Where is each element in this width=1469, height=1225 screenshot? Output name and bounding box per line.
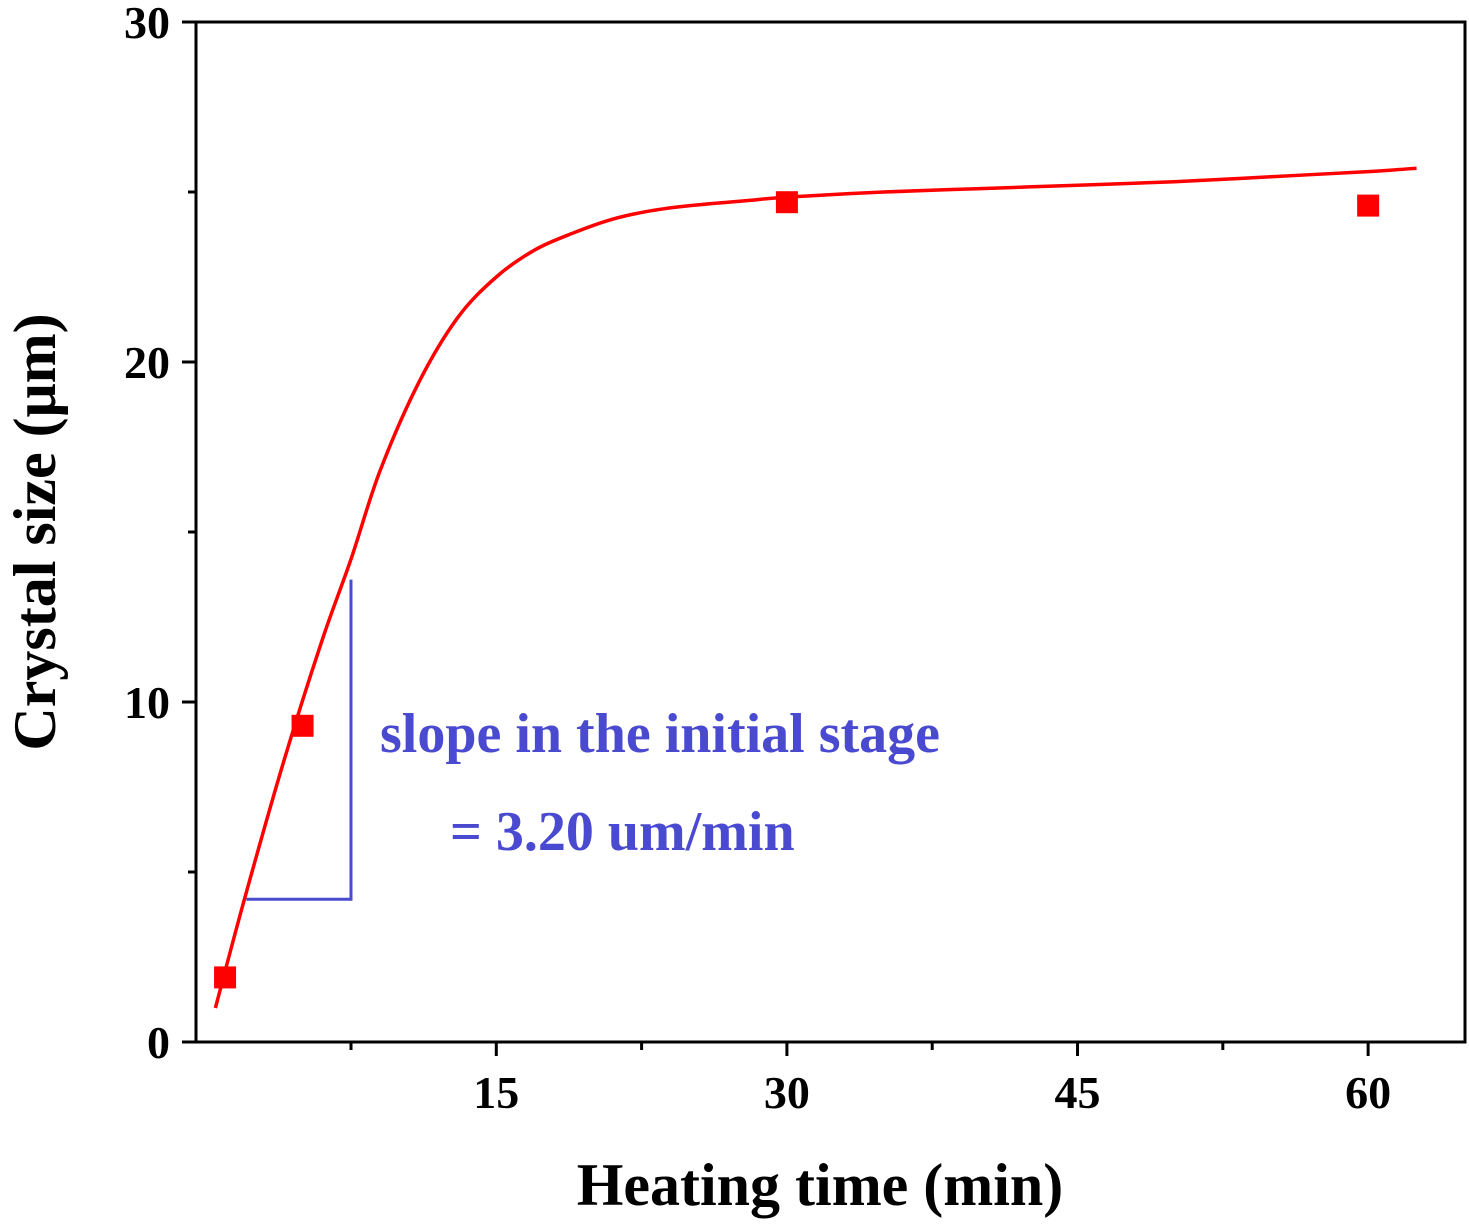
y-tick-label: 0 xyxy=(147,1017,170,1068)
data-point xyxy=(291,714,314,737)
x-tick-label: 15 xyxy=(473,1067,519,1118)
annotation-slope-line2: = 3.20 um/min xyxy=(450,801,795,863)
x-axis-title: Heating time (min) xyxy=(577,1152,1064,1218)
data-point xyxy=(775,191,798,214)
annotation-slope-line1: slope in the initial stage xyxy=(380,703,940,765)
fit-curve-group xyxy=(213,166,1417,1009)
x-tick-label: 60 xyxy=(1345,1067,1391,1118)
y-axis-title: Crystal size (μm) xyxy=(2,313,68,750)
data-point xyxy=(1357,194,1380,217)
axis-tick-labels: 15 30 45 60 0 10 20 30 xyxy=(124,0,1391,1118)
x-tick-label: 30 xyxy=(764,1067,810,1118)
axis-ticks xyxy=(182,20,1370,1056)
slope-triangle-lines xyxy=(246,579,353,901)
y-tick-label: 20 xyxy=(124,337,170,388)
y-tick-label: 10 xyxy=(124,677,170,728)
y-tick-label: 30 xyxy=(124,0,170,48)
slope-triangle xyxy=(246,579,353,901)
data-points xyxy=(214,191,1380,989)
fit-curve xyxy=(213,166,1417,1009)
data-point xyxy=(214,966,237,989)
x-tick-label: 45 xyxy=(1055,1067,1101,1118)
